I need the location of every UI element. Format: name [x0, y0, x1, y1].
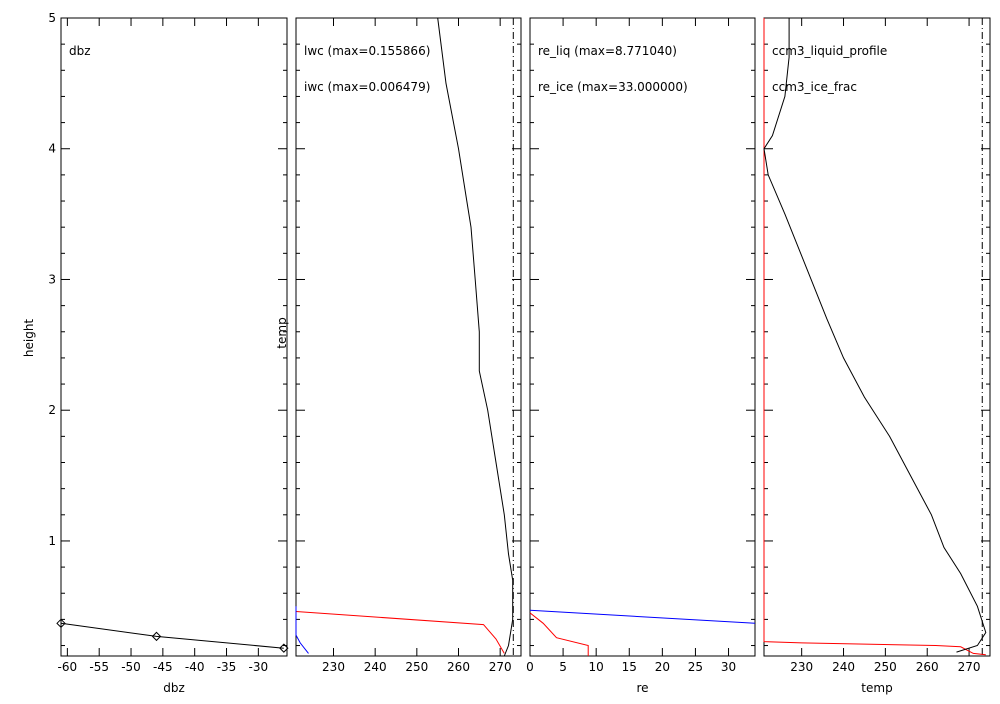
x-tick-label: 260 — [447, 660, 470, 674]
x-tick-label: 230 — [790, 660, 813, 674]
legend-entry: dbz — [69, 44, 91, 58]
legend-entry: lwc (max=0.155866) — [304, 44, 430, 58]
x-tick-label: 10 — [589, 660, 604, 674]
legend-entry: re_ice (max=33.000000) — [538, 80, 688, 94]
x-tick-label: 20 — [655, 660, 670, 674]
x-tick-label: 250 — [405, 660, 428, 674]
x-tick-label: 270 — [958, 660, 981, 674]
plot-frame — [763, 17, 991, 657]
y-axis-label: height — [22, 319, 36, 358]
x-tick-label: -35 — [217, 660, 237, 674]
y-tick-label: 2 — [48, 403, 56, 417]
data-point-marker — [56, 618, 66, 629]
x-tick-label: 5 — [559, 660, 567, 674]
series-line-iwc — [295, 606, 309, 654]
x-tick-label: 230 — [322, 660, 345, 674]
plot-frame — [295, 17, 522, 657]
series-line-temp — [437, 17, 514, 657]
series-line-re-liq — [529, 612, 589, 656]
data-point-marker — [151, 631, 162, 642]
legend-entry: ccm3_ice_frac — [772, 80, 857, 94]
series-line-temp — [763, 18, 987, 653]
chart-panel-1: -60 -55 -50 -45 -40 -35 -30 1 2 3 4 5 dbz height dbz — [22, 11, 289, 695]
series-line-re-ice — [529, 609, 756, 624]
x-axis-label: temp — [861, 681, 892, 695]
x-tick-label: 0 — [526, 660, 534, 674]
x-tick-label: 270 — [489, 660, 512, 674]
data-point-marker — [279, 643, 289, 653]
x-tick-label: -45 — [153, 660, 173, 674]
plot-frame — [529, 17, 756, 657]
series-line-dbz — [60, 622, 284, 649]
plot-frame — [60, 17, 288, 657]
x-axis-label: dbz — [163, 681, 185, 695]
x-tick-label: -40 — [185, 660, 205, 674]
x-tick-label: 240 — [832, 660, 855, 674]
legend-entry: iwc (max=0.006479) — [304, 80, 430, 94]
legend-entry: re_liq (max=8.771040) — [538, 44, 677, 58]
chart-panel-3: 0 5 10 15 20 25 30 re re_liq (max=8.771040) re_ic… — [526, 17, 756, 695]
series-line-lwc — [295, 611, 505, 654]
x-tick-label: -50 — [121, 660, 141, 674]
y-axis-label: temp — [275, 317, 289, 348]
x-tick-label: -30 — [249, 660, 269, 674]
legend-entry: ccm3_liquid_profile — [772, 44, 887, 58]
y-tick-label: 3 — [48, 272, 56, 286]
x-tick-label: -55 — [89, 660, 109, 674]
x-axis-label: re — [636, 681, 648, 695]
x-tick-label: 30 — [721, 660, 736, 674]
x-tick-label: 25 — [688, 660, 703, 674]
x-tick-label: 15 — [622, 660, 637, 674]
y-tick-label: 4 — [48, 142, 56, 156]
y-tick-label: 1 — [48, 534, 56, 548]
x-tick-label: 240 — [364, 660, 387, 674]
chart-panel-4: 230 240 250 260 270 temp ccm3_liquid_profilecc… — [763, 17, 991, 695]
series-line-ccm3-liquid-profile — [763, 18, 986, 656]
chart-panel-2: 230 240 250 260 270 temp lwc (max=0.155866) iwc… — [275, 17, 522, 674]
x-tick-label: -60 — [58, 660, 78, 674]
y-tick-label: 5 — [48, 11, 56, 25]
x-tick-label: 250 — [874, 660, 897, 674]
x-tick-label: 260 — [916, 660, 939, 674]
